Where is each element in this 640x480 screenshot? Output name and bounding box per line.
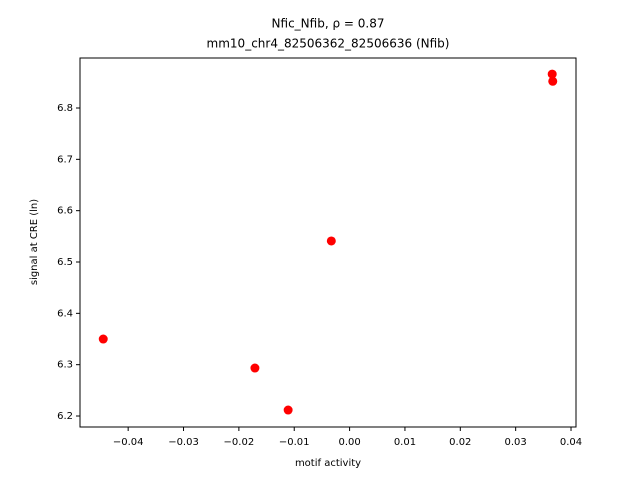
x-tick-label: 0.04 (560, 437, 582, 448)
y-axis-label: signal at CRE (ln) (29, 199, 40, 285)
x-tick-label: −0.02 (224, 437, 255, 448)
y-tick-label: 6.8 (57, 103, 73, 114)
y-tick-label: 6.3 (57, 360, 73, 371)
x-tick-label: −0.01 (279, 437, 310, 448)
point (250, 363, 260, 373)
x-tick-label: 0.02 (449, 437, 471, 448)
x-tick-label: 0.03 (505, 437, 527, 448)
x-tick-label: −0.03 (168, 437, 199, 448)
point (547, 69, 557, 79)
x-axis-label: motif activity (295, 458, 361, 469)
point (548, 76, 558, 86)
y-tick-label: 6.7 (57, 154, 73, 165)
point (283, 405, 293, 415)
y-tick-label: 6.2 (57, 411, 73, 422)
x-tick-label: −0.04 (113, 437, 144, 448)
x-tick-label: 0.01 (394, 437, 416, 448)
point (98, 334, 108, 344)
chart-title: Nfic_Nfib, ρ = 0.87 (272, 17, 385, 31)
point (326, 236, 336, 246)
y-tick-label: 6.4 (57, 308, 73, 319)
chart-subtitle: mm10_chr4_82506362_82506636 (Nfib) (207, 37, 450, 51)
y-tick-label: 6.6 (57, 206, 73, 217)
y-tick-label: 6.5 (57, 257, 73, 268)
plot-frame (79, 57, 577, 428)
x-tick-label: 0.00 (338, 437, 360, 448)
